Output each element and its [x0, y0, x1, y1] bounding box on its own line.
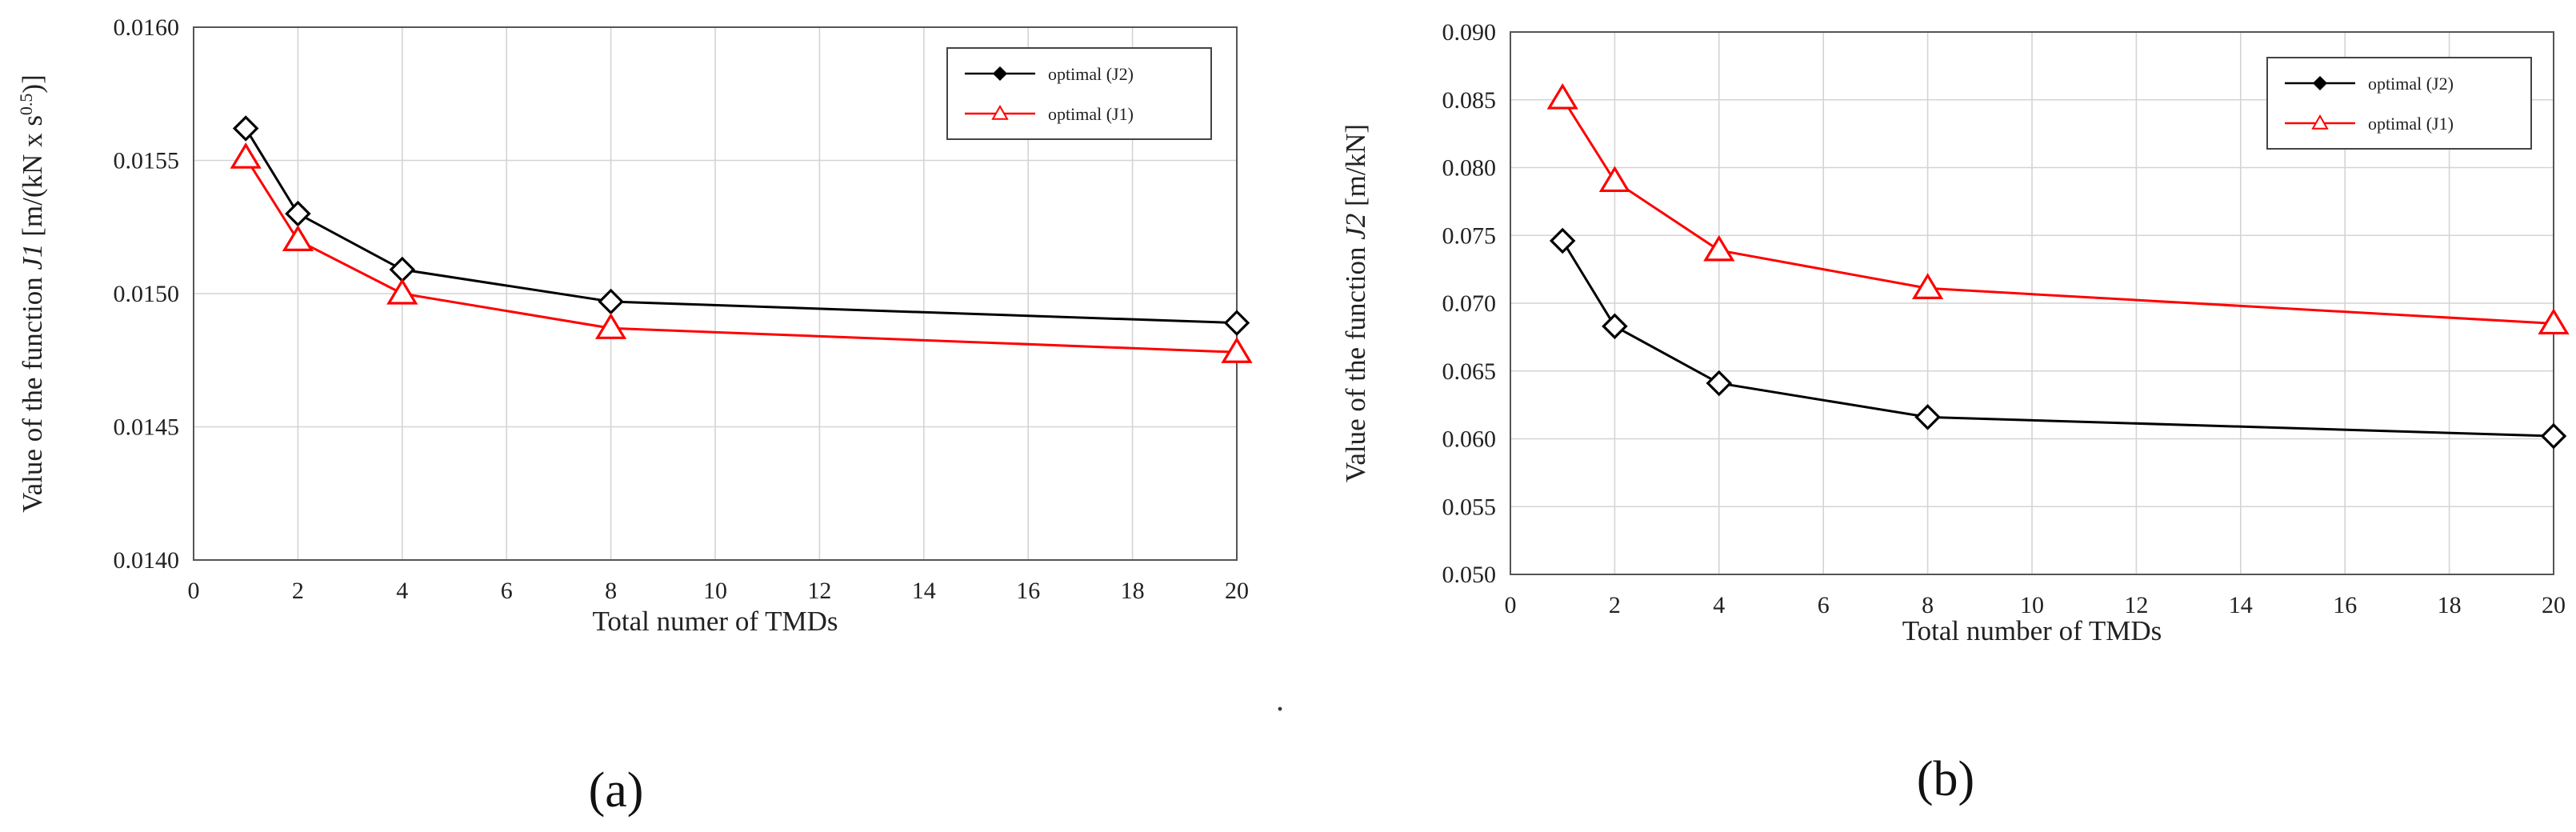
y-tick-label: 0.085	[1442, 87, 1497, 114]
data-point	[594, 313, 627, 339]
x-axis-label: Total number of TMDs	[1902, 615, 2162, 646]
x-tick-label: 12	[807, 578, 831, 604]
legend-label: optimal (J2)	[2368, 74, 2454, 94]
data-point	[1602, 313, 1628, 340]
data-point	[386, 278, 418, 305]
chart-b: 0 2 4 6 8 10 12 14 16 18 20 0.050 0.055 0.060 0.065 0.0…	[1340, 19, 2570, 806]
plot-area	[1510, 31, 2554, 575]
x-tick-label: 20	[2542, 592, 2566, 618]
y-tick-label: 0.050	[1442, 562, 1497, 588]
data-point	[2538, 308, 2570, 335]
y-tick-label: 0.055	[1442, 494, 1497, 520]
data-point	[1221, 337, 1253, 363]
legend-marker	[992, 66, 1008, 82]
x-tick-label: 12	[2124, 592, 2148, 618]
series-line	[244, 157, 1238, 354]
legend-box	[2266, 57, 2532, 150]
data-point	[1703, 234, 1735, 262]
x-tick-label: 2	[292, 578, 304, 604]
data-point	[1598, 166, 1631, 193]
x-tick-label: 18	[2438, 592, 2462, 618]
panel-label: (a)	[589, 763, 644, 818]
data-point	[232, 115, 259, 142]
x-tick-label: 16	[2333, 592, 2357, 618]
data-point	[230, 142, 262, 169]
data-point	[285, 200, 311, 227]
y-tick-label: 0.080	[1442, 155, 1497, 182]
y-tick-label: 0.075	[1442, 222, 1497, 249]
panel-label: (b)	[1917, 752, 1974, 806]
x-tick-label: 10	[2020, 592, 2044, 618]
x-tick-label: 8	[605, 578, 617, 604]
data-point	[1546, 82, 1578, 110]
y-axis-label-prefix: Value of the function	[1340, 240, 1371, 482]
y-axis-label-function: J1	[17, 243, 48, 270]
x-tick-label: 16	[1016, 578, 1040, 604]
legend-label: optimal (J1)	[1048, 104, 1134, 124]
y-axis-label-prefix: Value of the function	[17, 270, 48, 513]
x-axis-label: Total numer of TMDs	[592, 606, 838, 637]
legend-label: optimal (J2)	[1048, 64, 1134, 84]
x-tick-label: 2	[1609, 592, 1621, 618]
data-point	[1914, 404, 1941, 430]
x-tick-label: 20	[1225, 578, 1249, 604]
legend-marker	[2312, 75, 2328, 91]
y-tick-label: 0.060	[1442, 426, 1497, 453]
y-tick-label: 0.0140	[114, 547, 180, 574]
x-tick-label: 0	[188, 578, 200, 604]
y-axis-label: Value of the function J2 [m/kN]	[1340, 124, 1371, 482]
data-point	[1706, 370, 1733, 397]
y-tick-label: 0.070	[1442, 290, 1497, 317]
x-tick-label: 14	[912, 578, 936, 604]
y-tick-label: 0.0145	[114, 414, 180, 441]
legend-marker	[2311, 114, 2329, 130]
legend: optimal (J2) optimal (J1)	[2266, 57, 2532, 150]
legend-label: optimal (J1)	[2368, 114, 2454, 134]
y-axis-label: Value of the function J1 [m/(kN x s0.5)]	[16, 74, 49, 513]
legend-marker	[991, 104, 1009, 120]
series-line	[1561, 240, 2554, 438]
y-tick-label: 0.0160	[114, 14, 180, 41]
y-axis-label-superscript: 0.5	[16, 94, 36, 116]
separator-dot: .	[1276, 682, 1284, 718]
plot-area	[193, 26, 1238, 561]
y-axis-label-unit: [m/(kN x s	[17, 115, 48, 243]
y-axis-label-unit: [m/kN]	[1340, 124, 1371, 214]
data-point	[1223, 310, 1250, 336]
data-point	[1911, 273, 1944, 299]
legend: optimal (J2) optimal (J1)	[946, 47, 1212, 140]
data-point	[598, 288, 624, 315]
x-tick-label: 10	[703, 578, 727, 604]
y-tick-label: 0.065	[1442, 358, 1497, 385]
x-tick-label: 14	[2229, 592, 2253, 618]
y-axis-label-unit-end: )]	[17, 74, 48, 93]
y-axis-label-function: J2	[1340, 214, 1371, 240]
x-tick-label: 6	[1818, 592, 1830, 618]
data-point	[282, 225, 314, 251]
y-tick-label: 0.090	[1442, 19, 1497, 46]
data-point	[389, 256, 416, 283]
x-tick-label: 6	[501, 578, 513, 604]
x-tick-label: 8	[1922, 592, 1934, 618]
chart-a: 0 2 4 6 8 10 12 14 16 18 20 0.0140 0.0145 0.0150 0.015…	[16, 14, 1253, 818]
x-tick-label: 4	[396, 578, 408, 604]
x-tick-label: 18	[1121, 578, 1145, 604]
x-tick-label: 0	[1505, 592, 1517, 618]
data-point	[2540, 422, 2567, 450]
legend-box	[946, 47, 1212, 140]
data-point	[1549, 227, 1576, 254]
y-tick-label: 0.0150	[114, 281, 180, 307]
x-tick-label: 4	[1713, 592, 1725, 618]
y-tick-label: 0.0155	[114, 148, 180, 174]
